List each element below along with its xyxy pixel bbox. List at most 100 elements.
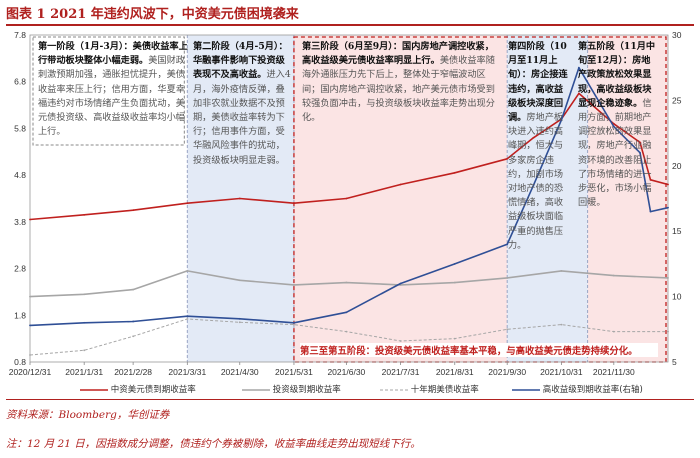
source-text: 资料来源：Bloomberg，华创证券 (6, 409, 170, 421)
phase4-heading: 第四阶段（10月至11月上旬）：房企接连违约，高收益级板块深度回调。 (508, 41, 568, 124)
phase5-heading: 第五阶段（11月中旬至12月）：房地产政策放松效果显现，高收益级板块显现企稳迹象… (578, 41, 656, 109)
y-right-tick-label: 5 (672, 357, 677, 367)
legend-item-ust10y: 十年期美债收益率 (380, 383, 479, 395)
x-tick-label: 2020/12/31 (9, 367, 52, 377)
legend-item-ig: 投资级到期收益率 (242, 383, 341, 395)
phase3-5-summary: 第三至第五阶段：投资级美元债收益率基本平稳，与高收益美元债走势持续分化。 (300, 343, 658, 357)
phase4-body: 房地产板块进入违约高峰期，恒大与多家房企违约，加剧市场对地产债的恐慌情绪，高收益… (508, 112, 564, 251)
series-4-point (399, 282, 402, 285)
series-3-point (345, 330, 348, 333)
series-3-point (612, 330, 615, 333)
phase-band-4 (507, 35, 588, 362)
series-2-point (560, 270, 563, 272)
series-2-point (293, 284, 295, 286)
y-left-tick-label: 1.8 (14, 310, 26, 320)
y-right-tick-label: 15 (672, 226, 682, 236)
phase-band-3 (293, 35, 508, 362)
series-1-point (29, 218, 31, 221)
series-2-point (667, 277, 669, 279)
y-left-tick-label: 2.8 (14, 264, 26, 274)
note-text: 注：12 月 21 日，因指数成分调整，债违约个券被剔除，收益率曲线走势出现短线… (6, 438, 421, 450)
series-4-point (453, 263, 456, 265)
series-1-point (667, 183, 669, 186)
series-1-point (238, 197, 241, 200)
phase1-heading: 第一阶段（1月-3月）：美债收益率上行带动板块整体小幅走弱。 (38, 41, 188, 67)
series-1-point (649, 178, 652, 181)
series-2-point (612, 274, 615, 277)
series-3-point (83, 349, 86, 352)
chart-axes: 0.8 1.8 2.8 3.8 4.8 5.8 6.8 7.8 5 10 15 20 25 30 2020/… (9, 30, 682, 377)
plot-frame (29, 34, 669, 363)
x-tick-label: 2021/7/31 (382, 367, 420, 377)
series-1-point (83, 213, 86, 216)
series-1-point (639, 141, 641, 144)
x-tick-label: 2021/2/28 (114, 367, 152, 377)
phase5-annotation: 第五阶段（11月中旬至12月）：房地产政策放松效果显现，高收益级板块显现企稳迹象… (578, 40, 656, 210)
phase-bands (30, 35, 668, 362)
x-tick-label: 2021/5/31 (275, 367, 313, 377)
x-tick-label: 2021/9/30 (488, 367, 526, 377)
phase2-annotation: 第二阶段（4月-5月）：华融事件影响下投资级表现不及高收益。进入4月，海外疫情反… (193, 40, 291, 168)
series-lines (29, 66, 669, 356)
series-4-point (506, 243, 509, 246)
x-tick-label: 2021/1/31 (65, 367, 103, 377)
y-right-tick-label: 25 (672, 95, 682, 105)
x-tick-label: 2021/8/31 (436, 367, 474, 377)
phase5-body: 信用方面，前期地产调控放松的效果显现，房地产行业融资环境的改善阻止了市场情绪的进… (578, 97, 652, 209)
phase4-annotation: 第四阶段（10月至11月上旬）：房企接连违约，高收益级板块深度回调。房地产板块进… (508, 40, 568, 253)
series-3-point (560, 323, 563, 326)
series-1-point (132, 209, 135, 212)
x-tick-label: 2021/10/31 (540, 367, 583, 377)
phase1-body: 美国财政刺激预期加强，通胀担忧提升，美债收益率来压上行；信用方面，华夏幸福违约对… (38, 55, 185, 138)
series-1-point (612, 122, 615, 125)
series-4-point (29, 324, 31, 327)
phase2-body: 进入4月，海外疫情反弹，叠加非农就业数据不及预期，美债收益率转为下行；信用事件方… (193, 69, 291, 166)
series-4-point (186, 315, 189, 318)
series-2-point (132, 288, 135, 291)
legend-label: 投资级到期收益率 (272, 385, 341, 395)
series-4-point (293, 321, 295, 324)
series-3-point (667, 330, 669, 333)
series-2-point (83, 293, 86, 296)
series-1-point (453, 171, 456, 174)
series-4-point (132, 320, 135, 323)
y-right-tick-label: 10 (672, 292, 682, 302)
legend-label: 中资美元债到期收益率 (110, 385, 196, 395)
y-right-tick-label: 20 (672, 161, 682, 171)
series-1-point (532, 136, 535, 139)
y-left-tick-label: 0.8 (14, 357, 26, 367)
phase-band-1 (30, 35, 188, 362)
phase-band-5 (587, 35, 668, 362)
series-1-point (577, 92, 580, 95)
series-1-point (506, 157, 509, 160)
title-rule (6, 24, 694, 26)
series-2-point (506, 277, 509, 279)
series-1-point (399, 183, 402, 186)
legend-label: 高收益级到期收益率(右轴) (542, 385, 643, 395)
x-tick-label: 2021/3/31 (168, 367, 206, 377)
x-tick-label: 2021/4/30 (221, 367, 259, 377)
y-right-tick-label: 30 (672, 30, 682, 40)
phase1-annotation: 第一阶段（1月-3月）：美债收益率上行带动板块整体小幅走弱。美国财政刺激预期加强… (38, 40, 191, 139)
series-4-point (649, 210, 652, 213)
figure-title: 图表 1 2021 年违约风波下，中资美元债困境袭来 (6, 7, 299, 22)
phase1-box (32, 36, 185, 146)
series-2-point (186, 270, 189, 272)
legend-item-cn-usd: 中资美元债到期收益率 (80, 383, 196, 395)
series-4-point (83, 321, 86, 324)
series-4-point (532, 184, 535, 187)
series-2-point (453, 281, 456, 284)
y-left-tick-label: 3.8 (14, 217, 26, 227)
series-4-point (667, 206, 669, 209)
legend-label: 十年期美债收益率 (410, 385, 479, 395)
series-1-point (186, 202, 189, 205)
series-3-point (453, 337, 456, 340)
x-tick-label: 2021/6/30 (327, 367, 365, 377)
series-3-point (132, 335, 135, 338)
y-left-tick-label: 4.8 (14, 170, 26, 180)
y-left-tick-label: 5.8 (14, 123, 26, 133)
series-4-point (345, 311, 348, 314)
y-left-tick-label: 7.8 (14, 30, 26, 40)
legend-item-hy: 高收益级到期收益率(右轴) (512, 383, 643, 395)
phase2-heading: 第二阶段（4月-5月）：华融事件影响下投资级表现不及高收益。 (193, 41, 288, 81)
